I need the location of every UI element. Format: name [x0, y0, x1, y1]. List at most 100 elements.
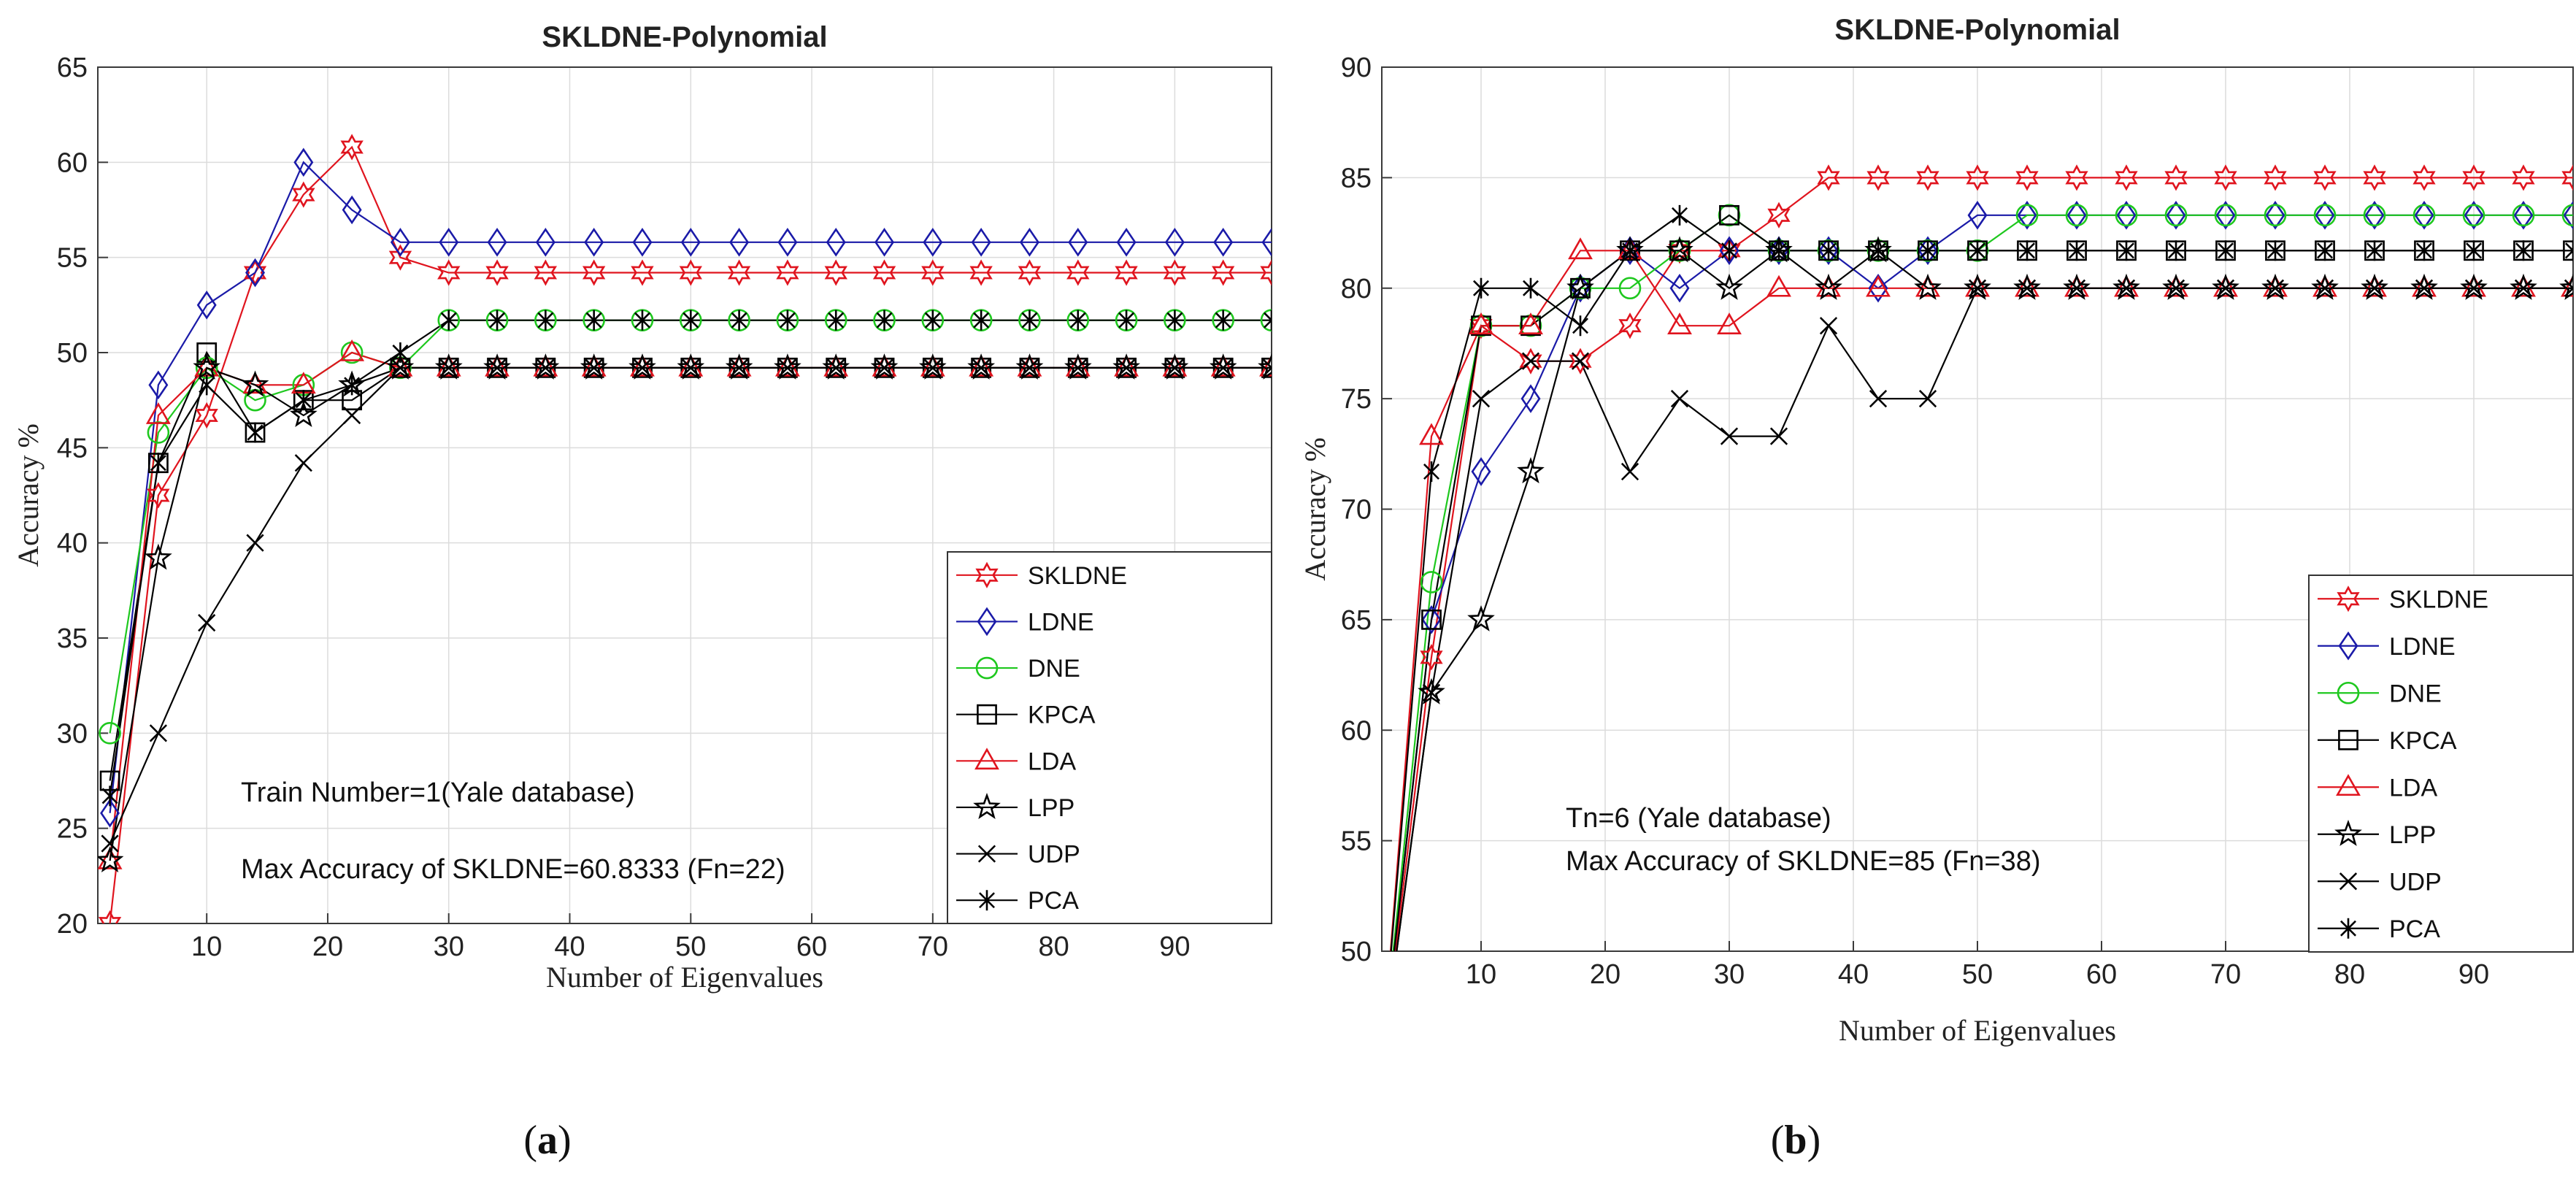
y-tick-label: 35	[57, 623, 88, 654]
point-lda	[774, 354, 800, 377]
point-pca	[828, 310, 845, 331]
point-pca	[199, 374, 215, 396]
point-lpp	[1258, 353, 1272, 380]
legend-label-skldne: SKLDNE	[1028, 562, 1127, 590]
legend-label-pca: PCA	[1028, 887, 1079, 915]
point-pca	[973, 310, 990, 331]
point-lda	[2312, 274, 2337, 297]
point-lda	[1568, 237, 1593, 260]
x-axis-label: Number of Eigenvalues	[546, 961, 823, 994]
legend-marker-skldne	[2337, 585, 2360, 612]
panel-caption: (a)	[523, 1118, 571, 1163]
point-pca	[1920, 240, 1936, 261]
point-udp	[294, 454, 312, 472]
point-ldne	[1373, 1049, 1391, 1075]
point-udp	[1069, 358, 1087, 377]
point-udp	[537, 358, 555, 377]
point-ldne	[293, 147, 314, 177]
y-tick-label: 55	[57, 243, 88, 274]
point-ldne	[584, 228, 604, 257]
chart-a-svg: 10 20 30 40 50 60 70 80 90 20 25 30 35 40 45 50 55 60 65 SK…	[12, 21, 1272, 1163]
point-udp	[2117, 279, 2136, 297]
point-lda	[823, 354, 849, 377]
legend: SKLDNE LDNE DNE KPCA LDA LPP UDP PCA	[947, 551, 1272, 924]
point-lpp	[1015, 353, 1044, 380]
y-tick-label: 70	[1341, 495, 1372, 526]
point-skldne	[872, 259, 896, 286]
series-group	[98, 134, 1272, 923]
point-lpp	[531, 353, 560, 380]
point-pca	[2168, 240, 2184, 261]
y-tick-label: 50	[1341, 937, 1372, 967]
x-tick-label: 80	[2334, 959, 2365, 990]
point-lda	[1114, 354, 1139, 377]
point-lda	[1766, 274, 1791, 297]
legend-label-ldne: LDNE	[1028, 608, 1094, 636]
point-kpca	[1520, 315, 1541, 337]
x-tick-label: 20	[312, 931, 343, 962]
point-lda	[1717, 312, 1742, 335]
point-skldne	[2363, 164, 2386, 191]
point-lpp	[434, 353, 463, 380]
point-lda	[1965, 274, 1990, 297]
x-tick-label: 50	[1962, 959, 1993, 990]
legend-marker-lda	[974, 748, 999, 770]
point-dne	[1420, 571, 1443, 594]
point-udp	[1117, 358, 1136, 377]
y-tick-label: 65	[1341, 605, 1372, 636]
x-tick-label: 50	[675, 931, 706, 962]
point-lpp	[1371, 1050, 1393, 1071]
point-skldne	[147, 482, 170, 509]
legend-label-kpca: KPCA	[2389, 727, 2457, 755]
point-udp	[1166, 358, 1184, 377]
point-pca	[101, 785, 118, 807]
annotation: Max Accuracy of SKLDNE=60.8333 (Fn=22)	[241, 854, 785, 885]
point-lda	[2164, 274, 2188, 297]
point-skldne	[679, 259, 702, 286]
point-lpp	[1914, 273, 1942, 300]
point-lpp	[822, 353, 850, 380]
y-tick-label: 60	[1341, 715, 1372, 746]
point-dne	[1618, 277, 1642, 300]
point-skldne	[1163, 259, 1187, 286]
point-ldne	[1019, 228, 1039, 257]
point-udp	[1869, 390, 1888, 408]
point-ldne	[2464, 201, 2484, 230]
point-dne	[2561, 204, 2573, 227]
point-pca	[1622, 240, 1638, 261]
point-lpp	[1566, 273, 1594, 300]
point-udp	[2166, 279, 2185, 297]
point-pca	[779, 310, 796, 331]
point-pca	[1264, 310, 1272, 331]
point-ldne	[100, 799, 120, 828]
point-skldne	[1372, 1050, 1392, 1073]
point-pca	[1523, 277, 1539, 299]
point-dne	[2065, 204, 2088, 227]
point-udp	[1620, 462, 1639, 481]
point-pca	[2416, 240, 2432, 261]
point-pca	[440, 310, 457, 331]
point-pca	[924, 310, 941, 331]
annotation: Max Accuracy of SKLDNE=85 (Fn=38)	[1566, 846, 2041, 877]
point-lpp	[1112, 353, 1140, 380]
point-kpca	[1421, 609, 1442, 630]
legend-label-pca: PCA	[2389, 915, 2440, 943]
chart-title: SKLDNE-Polynomial	[1834, 14, 2120, 46]
point-pca	[634, 310, 650, 331]
point-pca	[2218, 240, 2234, 261]
point-lpp	[2063, 273, 2091, 300]
point-lda	[485, 354, 510, 377]
legend-label-lpp: LPP	[2389, 821, 2436, 849]
point-skldne	[1018, 259, 1042, 286]
point-dne	[2363, 204, 2386, 227]
y-tick-label: 45	[57, 433, 88, 464]
point-udp	[2315, 279, 2334, 297]
point-skldne	[195, 402, 218, 429]
point-ldne	[2166, 201, 2186, 230]
legend-box	[2308, 575, 2574, 953]
legend-marker-pca	[979, 890, 995, 911]
point-ldne	[971, 228, 991, 257]
point-lpp	[1715, 273, 1743, 300]
legend-marker-lpp	[973, 793, 1001, 820]
point-skldne	[969, 259, 993, 286]
